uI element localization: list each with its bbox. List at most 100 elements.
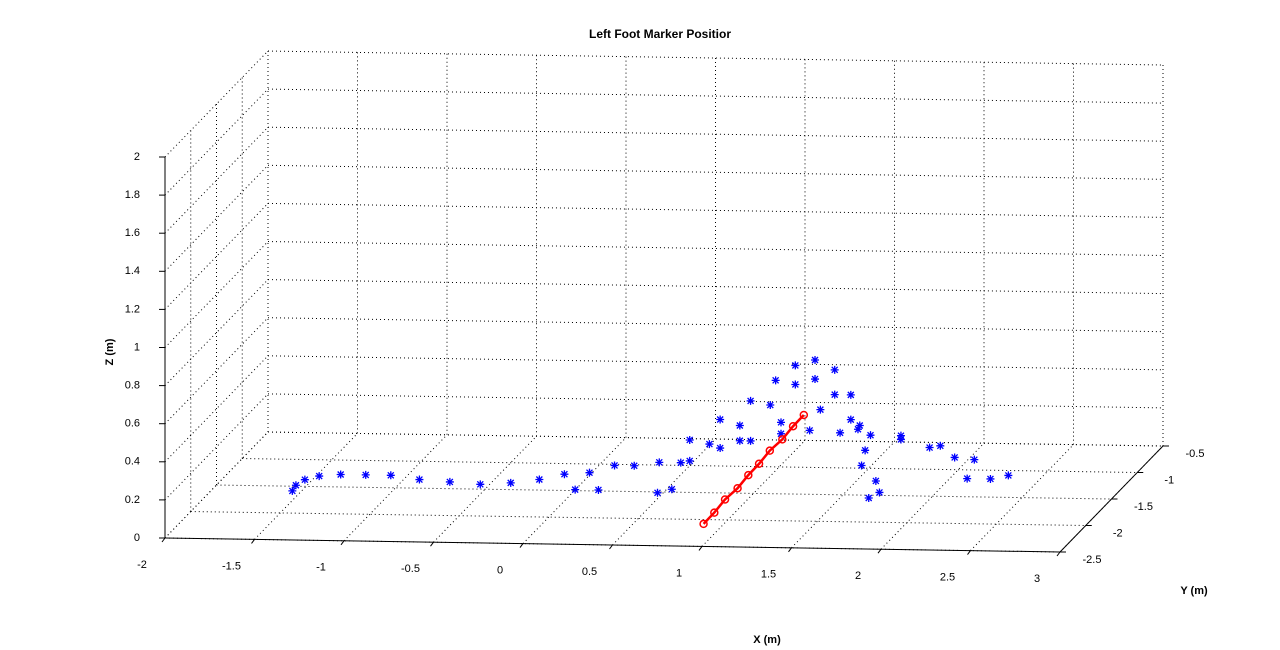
- y-tick-label: -0.5: [1186, 448, 1205, 460]
- z-tick-label: 1.4: [125, 265, 140, 277]
- point-marker: [445, 477, 454, 486]
- tick-mark: [1056, 551, 1061, 557]
- x-tick-label: 2.5: [940, 572, 955, 584]
- point-marker: [506, 478, 515, 487]
- point-marker: [970, 455, 979, 464]
- point-marker: [765, 446, 775, 455]
- grid-line: [164, 241, 269, 348]
- point-marker: [1004, 471, 1013, 480]
- z-tick-label: 0.2: [125, 494, 140, 506]
- point-marker: [754, 459, 764, 469]
- tick-mark: [519, 543, 524, 548]
- grid-line: [164, 279, 269, 386]
- tick-mark: [788, 547, 792, 553]
- point-marker: [799, 410, 809, 420]
- point-marker: [735, 421, 744, 430]
- point-marker: [315, 472, 324, 481]
- point-marker: [720, 495, 730, 504]
- chart-title: Left Foot Marker Positior: [589, 27, 731, 41]
- z-tick-label: 1: [134, 341, 140, 353]
- point-marker: [336, 470, 345, 479]
- point-marker: [571, 485, 580, 494]
- point-marker: [950, 453, 959, 462]
- y-tick-label: -2: [1113, 527, 1123, 539]
- point-marker: [871, 476, 880, 485]
- point-marker: [846, 415, 855, 424]
- point-marker: [746, 396, 755, 405]
- point-marker: [853, 425, 862, 434]
- x-tick-label: -2: [137, 559, 147, 571]
- y-tick-label: -1.5: [1134, 501, 1153, 513]
- grid-line: [791, 441, 895, 549]
- point-marker: [655, 458, 664, 467]
- tick-mark: [161, 537, 166, 543]
- grid-line: [701, 440, 806, 547]
- tick-mark: [251, 539, 255, 544]
- point-marker: [857, 461, 866, 470]
- point-marker: [699, 519, 708, 529]
- tick-mark: [967, 550, 971, 555]
- grid-line: [970, 444, 1074, 551]
- point-marker: [705, 440, 714, 449]
- point-marker: [685, 435, 694, 444]
- x-tick-label: 3: [1034, 573, 1040, 585]
- point-marker: [791, 380, 800, 389]
- x-axis-line: [164, 537, 1061, 553]
- x-tick-label: -1: [316, 562, 326, 574]
- point-marker: [735, 436, 744, 445]
- point-marker: [875, 488, 884, 497]
- tick-mark: [698, 546, 703, 551]
- point-marker: [791, 361, 800, 370]
- x-tick-label: 1: [676, 567, 682, 579]
- point-marker: [415, 475, 424, 484]
- grid-line: [522, 437, 627, 544]
- point-marker: [836, 428, 845, 437]
- point-marker: [830, 390, 839, 399]
- grid-line: [164, 431, 269, 539]
- x-tick-label: 0: [497, 565, 503, 577]
- y-axis-line: [1059, 445, 1164, 553]
- point-marker: [777, 429, 786, 438]
- series-line: [702, 414, 805, 525]
- point-marker: [291, 481, 300, 490]
- grid-line: [164, 126, 269, 234]
- point-marker: [766, 401, 775, 410]
- z-tick-label: 0.4: [125, 456, 140, 468]
- grid-line: [343, 434, 448, 542]
- point-marker: [685, 456, 694, 465]
- point-marker: [535, 475, 544, 484]
- point-marker: [716, 415, 725, 424]
- y-tick-label: -1: [1164, 474, 1174, 486]
- z-tick-label: 0.8: [125, 380, 140, 392]
- point-marker: [676, 458, 685, 467]
- grid-line: [164, 203, 269, 310]
- point-marker: [667, 485, 676, 494]
- point-marker: [594, 485, 603, 494]
- point-marker: [936, 441, 945, 450]
- y-axis-label: Y (m): [1180, 585, 1208, 597]
- point-marker: [963, 474, 972, 483]
- point-marker: [986, 474, 995, 483]
- point-marker: [716, 444, 725, 453]
- point-marker: [476, 480, 485, 489]
- z-tick-label: 1.2: [125, 303, 140, 315]
- point-marker: [386, 471, 395, 480]
- point-marker: [816, 405, 825, 414]
- grid-line: [164, 393, 269, 501]
- x-axis-label: X (m): [753, 634, 781, 646]
- point-marker: [864, 494, 873, 503]
- grid-line: [164, 164, 269, 272]
- point-marker: [288, 486, 297, 495]
- point-marker: [777, 418, 786, 427]
- point-marker: [630, 461, 639, 470]
- point-marker: [846, 390, 855, 399]
- grid-line: [164, 50, 269, 158]
- point-marker: [710, 508, 719, 517]
- z-axis-label: Z (m): [104, 338, 116, 365]
- point-marker: [300, 475, 309, 484]
- point-marker: [744, 470, 753, 480]
- x-tick-label: 1.5: [761, 569, 776, 581]
- tick-mark: [609, 544, 613, 550]
- point-marker: [811, 375, 820, 384]
